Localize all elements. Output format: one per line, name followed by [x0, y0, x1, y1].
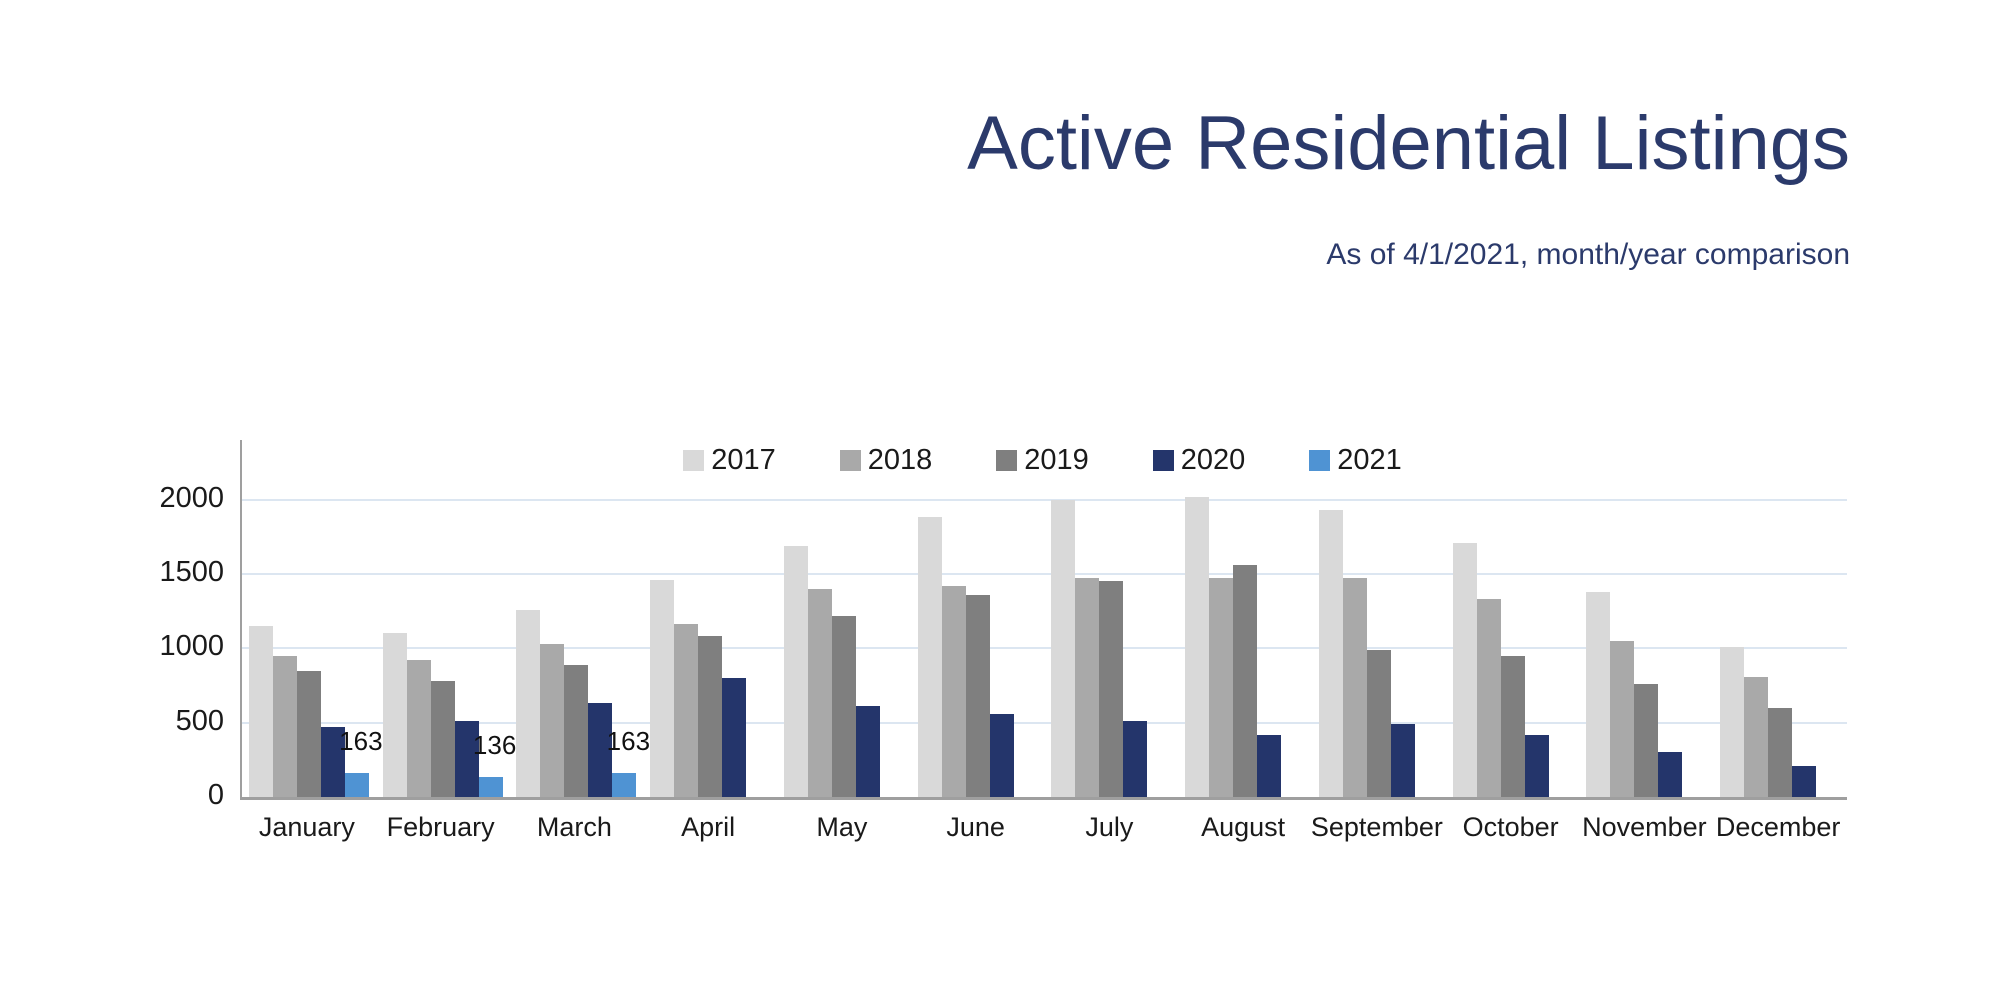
bar-2017-march — [516, 609, 541, 797]
bar-2019-december — [1768, 707, 1793, 797]
bar-2020-december — [1792, 765, 1817, 797]
bar-2019-january — [296, 670, 321, 797]
y-tick-label: 1000 — [159, 630, 224, 663]
legend-swatch-icon — [839, 450, 861, 471]
bar-2017-september — [1318, 509, 1343, 797]
legend-item-2021: 2021 — [1309, 444, 1402, 477]
data-label-2021-january: 163 — [339, 725, 383, 756]
legend-label: 2020 — [1180, 444, 1246, 476]
x-tick-label-october: October — [1462, 812, 1559, 842]
bar-2017-july — [1051, 499, 1076, 797]
legend-label: 2017 — [711, 444, 776, 476]
bar-2019-april — [698, 636, 723, 797]
x-tick-label-april: April — [681, 812, 736, 842]
plot-area: 163 136 163 — [240, 440, 1847, 800]
bar-2018-july — [1075, 578, 1100, 797]
chart-subtitle: As of 4/1/2021, month/year comparison — [1326, 238, 1850, 271]
x-tick-label-september: September — [1310, 812, 1443, 842]
data-label-2021-february: 136 — [472, 729, 517, 760]
bar-2018-may — [807, 588, 832, 797]
bar-2018-june — [941, 585, 966, 797]
x-tick-label-may: May — [816, 812, 868, 842]
bar-2021-february — [478, 776, 503, 797]
bar-2019-june — [965, 594, 990, 797]
bar-2019-october — [1500, 655, 1525, 797]
x-tick-label-august: August — [1201, 812, 1286, 842]
bar-2017-june — [917, 517, 942, 797]
legend-item-2019: 2019 — [996, 444, 1089, 477]
chart-legend: 2017 2018 2019 2020 2021 — [240, 444, 1845, 477]
bar-2017-may — [783, 545, 808, 797]
y-tick-label: 2000 — [159, 481, 224, 514]
bar-2020-july — [1123, 721, 1148, 797]
bar-2018-august — [1209, 578, 1234, 797]
bar-2017-february — [382, 633, 407, 797]
bar-2020-june — [989, 713, 1014, 797]
bar-2021-march — [612, 772, 637, 797]
bar-2018-december — [1744, 676, 1769, 797]
legend-item-2020: 2020 — [1152, 444, 1246, 477]
bar-2018-october — [1476, 599, 1501, 797]
data-label-2021-march: 163 — [606, 725, 651, 756]
bar-2019-august — [1233, 564, 1258, 797]
bar-2018-april — [674, 624, 699, 797]
x-tick-label-june: June — [946, 812, 1005, 842]
bar-2020-august — [1257, 734, 1282, 797]
bar-2017-december — [1720, 646, 1745, 797]
bar-2018-march — [540, 643, 565, 797]
legend-swatch-icon — [1152, 450, 1174, 471]
y-tick-label: 0 — [207, 779, 224, 811]
bar-2021-january — [344, 772, 369, 797]
bar-2018-november — [1610, 640, 1635, 797]
bar-2019-february — [430, 680, 455, 797]
bar-2017-april — [650, 579, 675, 797]
gridline-1500 — [242, 572, 1847, 575]
bar-2020-february — [454, 721, 479, 797]
chart-title: Active Residential Listings — [967, 101, 1850, 186]
bar-2018-february — [406, 660, 431, 797]
bar-2019-november — [1634, 683, 1659, 797]
x-tick-label-february: February — [386, 812, 495, 842]
bar-2017-november — [1586, 591, 1611, 797]
legend-swatch-icon — [683, 450, 705, 471]
legend-label: 2018 — [867, 444, 933, 476]
bar-2020-october — [1524, 734, 1549, 797]
legend-item-2017: 2017 — [683, 444, 776, 477]
legend-item-2018: 2018 — [839, 444, 933, 477]
bar-2020-may — [855, 706, 880, 797]
bar-2020-april — [722, 678, 747, 797]
bar-2019-september — [1366, 649, 1391, 797]
bar-2020-november — [1658, 752, 1683, 797]
y-axis-labels: 0 500 1000 1500 2000 — [40, 440, 224, 812]
legend-swatch-icon — [996, 450, 1018, 471]
y-tick-label: 1500 — [159, 555, 224, 588]
x-tick-label-january: January — [258, 812, 355, 842]
bar-2017-october — [1452, 542, 1477, 797]
gridline-1000 — [242, 647, 1847, 650]
x-tick-label-july: July — [1085, 812, 1134, 842]
bar-2019-july — [1099, 581, 1124, 797]
x-axis-labels: January February March April May June July Augu… — [240, 812, 1845, 852]
bar-2018-september — [1342, 578, 1367, 797]
gridline-2000 — [242, 498, 1847, 501]
legend-swatch-icon — [1309, 450, 1331, 471]
bar-2019-march — [564, 664, 589, 797]
y-tick-label: 500 — [175, 704, 224, 737]
x-tick-label-december: December — [1715, 812, 1841, 842]
bar-2020-january — [320, 727, 345, 797]
legend-label: 2019 — [1024, 444, 1089, 476]
x-tick-label-november: November — [1582, 812, 1707, 842]
bar-2017-january — [248, 625, 273, 797]
legend-label: 2021 — [1337, 444, 1402, 476]
bar-2020-march — [588, 703, 613, 797]
x-tick-label-march: March — [536, 812, 612, 842]
gridline-500 — [242, 721, 1847, 724]
bar-2019-may — [831, 615, 856, 797]
bar-2017-august — [1185, 496, 1210, 797]
bar-2020-september — [1390, 724, 1415, 797]
bar-2018-january — [272, 655, 297, 797]
